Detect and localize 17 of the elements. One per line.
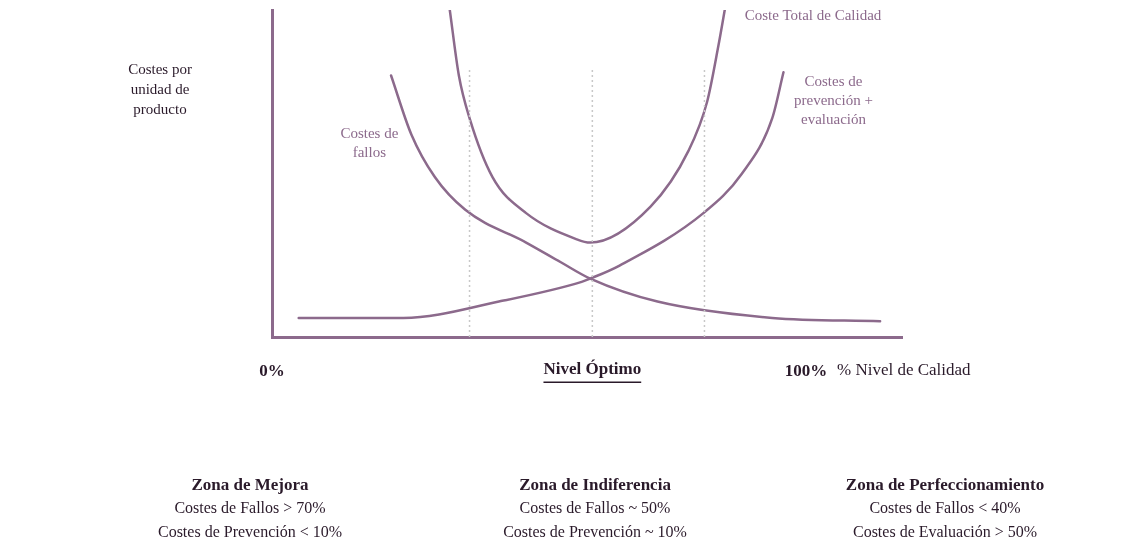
text: Costes de Fallos < 40% [869,499,1021,517]
x-axis-title: % Nivel de Calidad [837,359,972,379]
text: Costes de Prevención ~ 10% [503,523,687,541]
text: Zona de Mejora [191,474,310,494]
text: Costes de Prevención < 10% [157,523,343,541]
text: Costes de Fallos ~ 50% [519,499,671,517]
ref-line-label: Nivel Óptimo [543,359,642,379]
y-axis-title: Costes por unidad de producto [128,60,192,117]
text: Zona de Indiferencia [519,474,672,494]
text: Zona de Perfeccionamiento [845,474,1045,494]
text: Costes de Evaluación > 50% [852,523,1038,541]
series-label: Coste Total de Calidad [744,6,882,23]
text: Costes de Fallos > 70% [174,499,326,517]
x-tick-label: 0% [259,361,285,381]
series-label: Costes de fallos [340,125,399,161]
series-label: Costes de prevención + evaluación [794,73,873,128]
x-tick-label: 100% [784,361,828,381]
